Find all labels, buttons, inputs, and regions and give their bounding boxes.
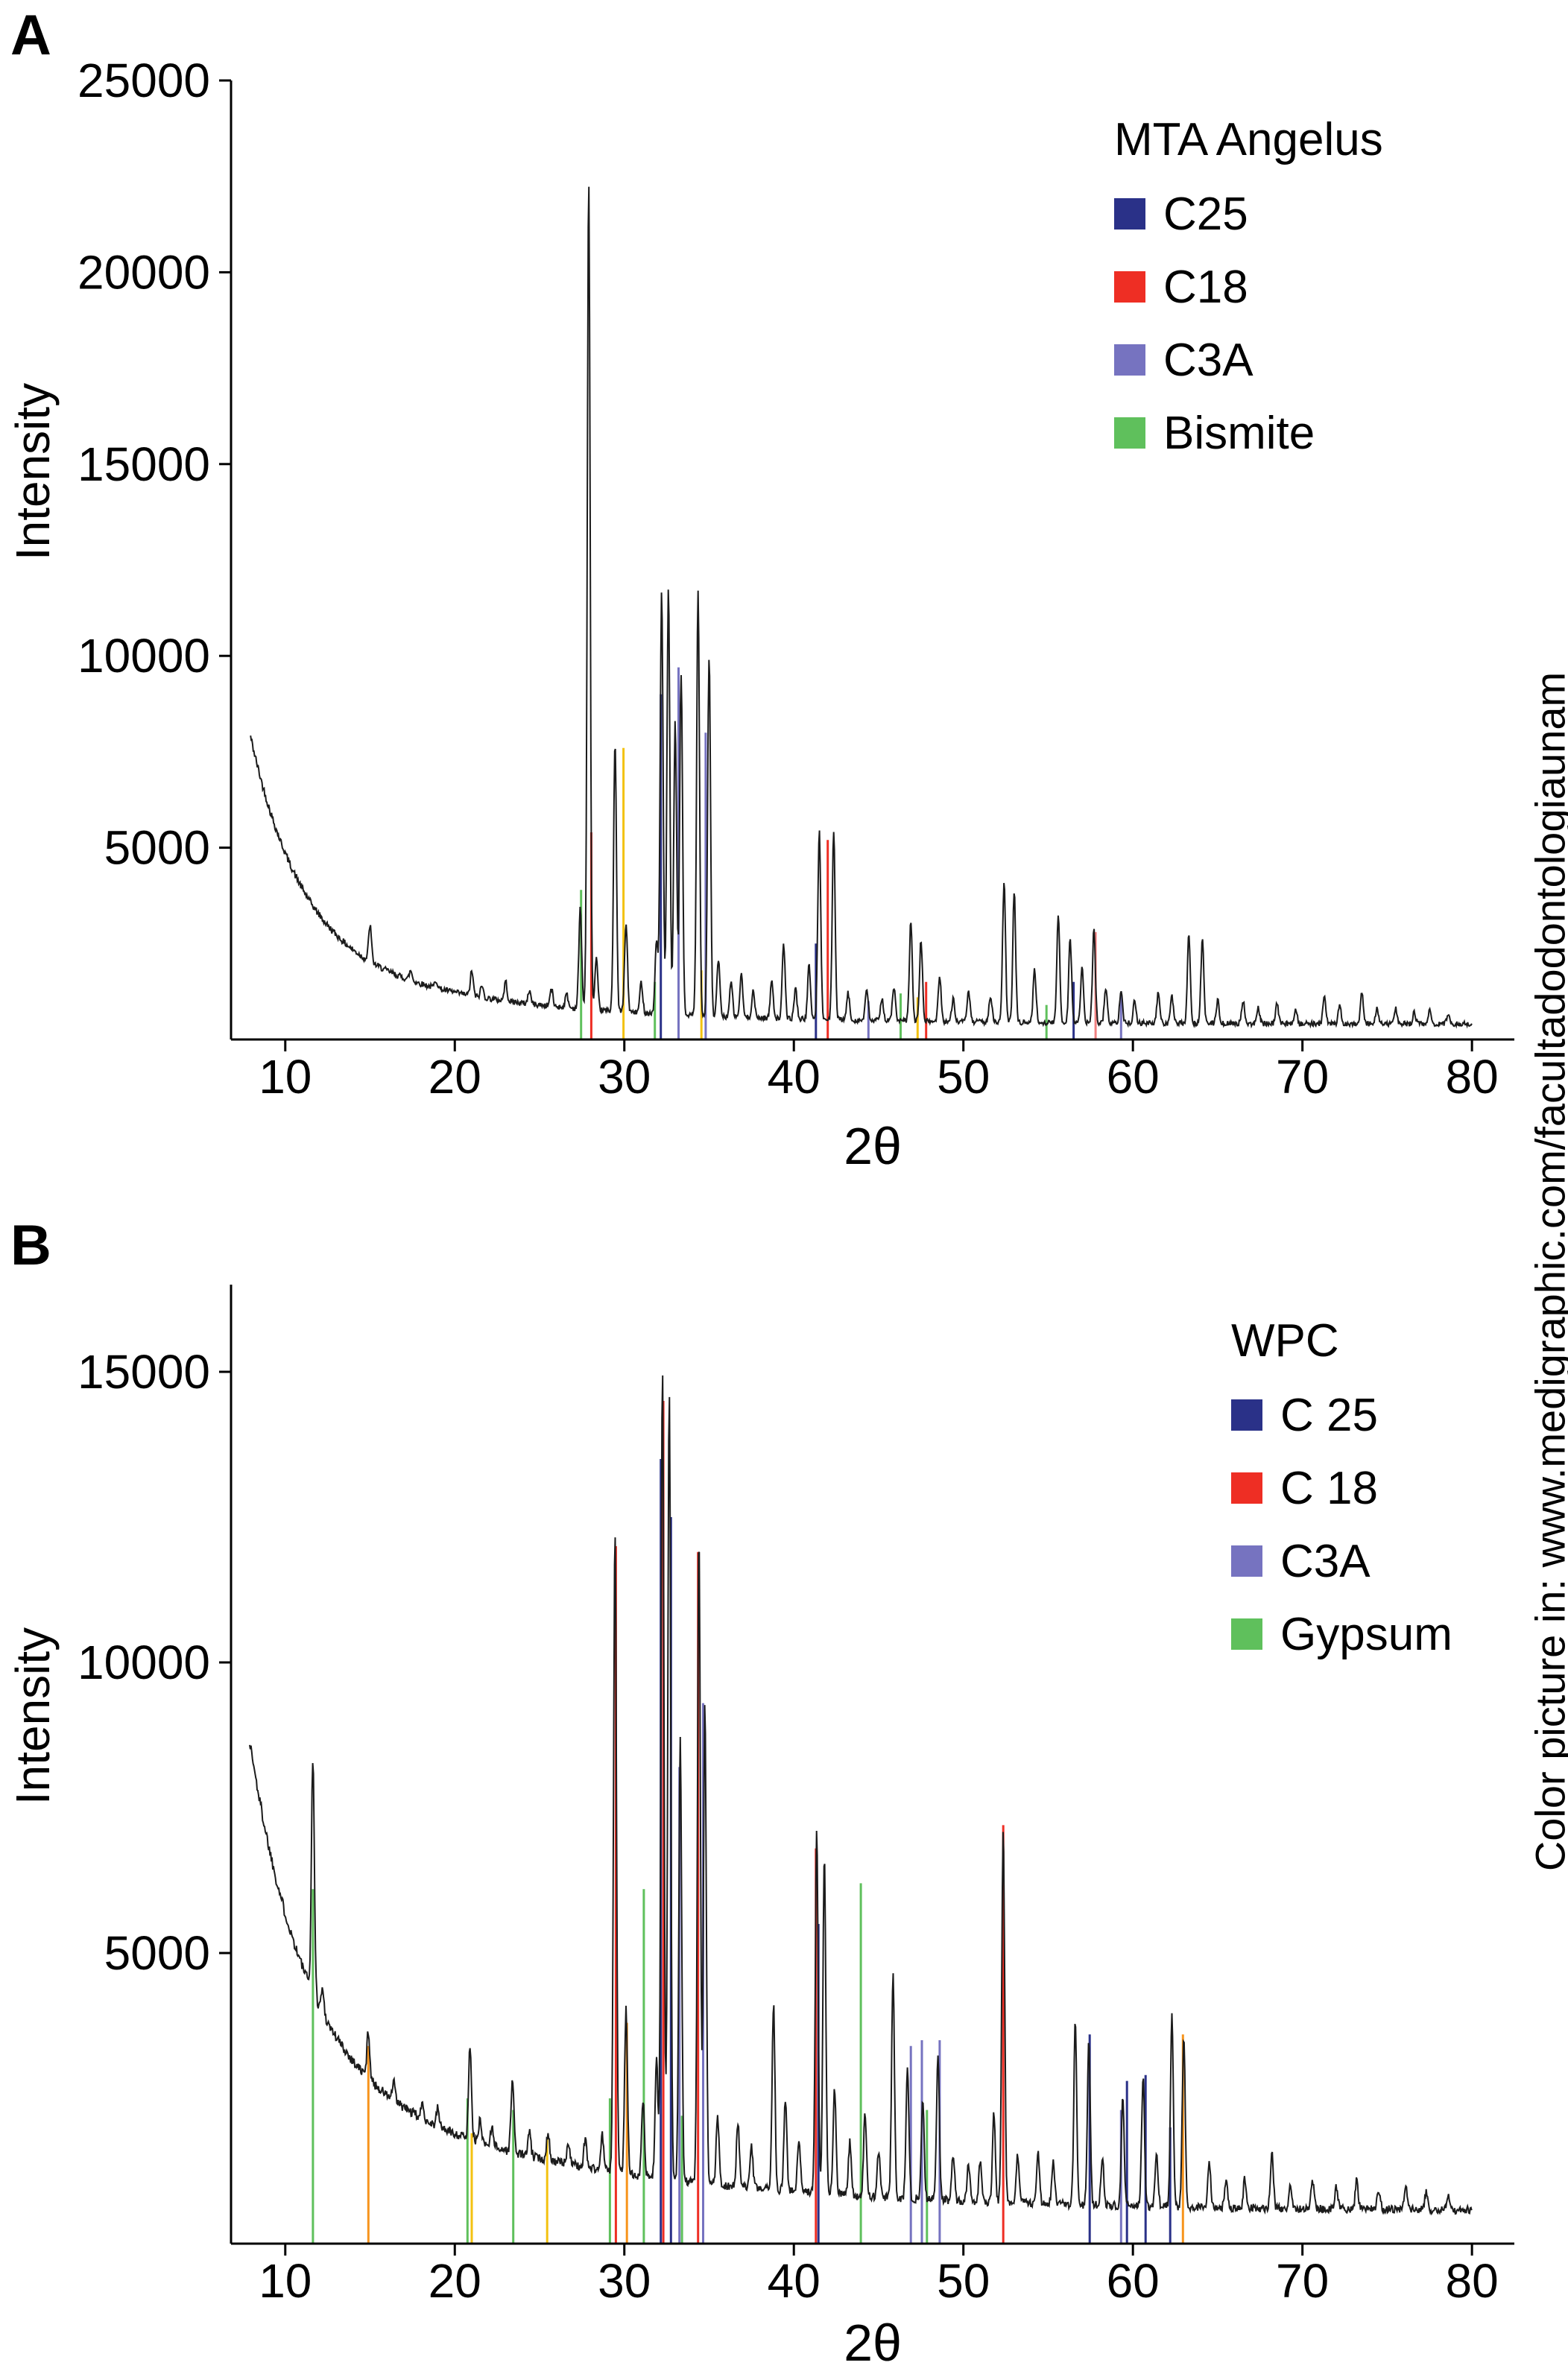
- xrd-plot-wpc: 10 20 30 40 50 60 70 80 5000 10000 15000: [78, 1285, 1514, 2307]
- svg-text:5000: 5000: [104, 1926, 210, 1980]
- svg-text:80: 80: [1446, 2254, 1499, 2307]
- x-axis-label-a: 2θ: [844, 1117, 902, 1175]
- legend-label: C 25: [1280, 1389, 1378, 1441]
- c25-swatch-icon: [1231, 1399, 1262, 1431]
- legend-item-c18: C 18: [1231, 1461, 1452, 1515]
- xrd-plot-mta-angelus: 10 20 30 40 50 60 70 80 5000 10000 15000 20000 25000: [78, 54, 1514, 1103]
- svg-text:40: 40: [768, 2254, 821, 2307]
- svg-text:70: 70: [1276, 1050, 1329, 1103]
- svg-text:40: 40: [768, 1050, 821, 1103]
- legend-item-c3a: C3A: [1114, 333, 1383, 387]
- svg-text:10000: 10000: [78, 1636, 210, 1689]
- c18-swatch-icon: [1114, 271, 1145, 303]
- legend-mta-angelus: MTA Angelus C25 C18 C3A Bismite: [1114, 113, 1383, 479]
- svg-text:80: 80: [1446, 1050, 1499, 1103]
- tick-labels: 10 20 30 40 50 60 70 80 5000 10000 15000 20000 25000: [78, 54, 1499, 1103]
- reference-sticks: [580, 667, 1122, 1039]
- legend-label: C18: [1163, 261, 1248, 313]
- panel-b-label: B: [10, 1214, 51, 1277]
- svg-text:20000: 20000: [78, 245, 210, 299]
- axes: [219, 79, 1514, 1051]
- legend-item-gypsum: Gypsum: [1231, 1607, 1452, 1661]
- legend-item-c25: C 25: [1231, 1388, 1452, 1442]
- x-axis-label-b: 2θ: [844, 2314, 902, 2372]
- svg-text:20: 20: [429, 1050, 481, 1103]
- svg-text:50: 50: [937, 2254, 990, 2307]
- axes: [219, 1285, 1514, 2256]
- xrd-trace: [249, 1375, 1473, 2216]
- xrd-trace: [250, 186, 1473, 1029]
- legend-item-c25: C25: [1114, 187, 1383, 241]
- svg-text:50: 50: [937, 1050, 990, 1103]
- svg-text:10: 10: [259, 1050, 312, 1103]
- svg-text:15000: 15000: [78, 1345, 210, 1399]
- reference-sticks: [312, 1401, 1184, 2244]
- y-axis-label-b: Intensity: [6, 1627, 60, 1805]
- svg-text:25000: 25000: [78, 54, 210, 107]
- y-axis-label-a: Intensity: [6, 382, 60, 561]
- svg-text:30: 30: [598, 2254, 651, 2307]
- tick-labels: 10 20 30 40 50 60 70 80 5000 10000 15000: [78, 1345, 1499, 2307]
- svg-text:30: 30: [598, 1050, 651, 1103]
- c25-swatch-icon: [1114, 198, 1145, 230]
- svg-text:10: 10: [259, 2254, 312, 2307]
- svg-text:70: 70: [1276, 2254, 1329, 2307]
- svg-text:5000: 5000: [104, 821, 210, 875]
- c18-swatch-icon: [1231, 1472, 1262, 1504]
- watermark-url: Color picture in: www.medigraphic.com/fa…: [1526, 671, 1568, 1872]
- legend-wpc: WPC C 25 C 18 C3A Gypsum: [1231, 1314, 1452, 1680]
- legend-label: C25: [1163, 188, 1248, 240]
- svg-text:20: 20: [429, 2254, 481, 2307]
- legend-label: C3A: [1163, 334, 1254, 386]
- bismite-swatch-icon: [1114, 417, 1145, 449]
- legend-label: C3A: [1280, 1535, 1371, 1587]
- legend-item-c3a: C3A: [1231, 1534, 1452, 1588]
- c3a-swatch-icon: [1231, 1545, 1262, 1577]
- svg-text:10000: 10000: [78, 629, 210, 683]
- gypsum-swatch-icon: [1231, 1618, 1262, 1650]
- legend-label: Gypsum: [1280, 1608, 1452, 1660]
- legend-label: Bismite: [1163, 407, 1315, 459]
- panel-a-label: A: [10, 4, 51, 67]
- svg-text:15000: 15000: [78, 437, 210, 491]
- legend-label: C 18: [1280, 1462, 1378, 1514]
- legend-title: MTA Angelus: [1114, 114, 1383, 165]
- svg-text:60: 60: [1107, 2254, 1160, 2307]
- svg-text:60: 60: [1107, 1050, 1160, 1103]
- legend-item-c18: C18: [1114, 260, 1383, 314]
- c3a-swatch-icon: [1114, 344, 1145, 376]
- legend-title: WPC: [1231, 1315, 1339, 1367]
- legend-item-bismite: Bismite: [1114, 406, 1383, 460]
